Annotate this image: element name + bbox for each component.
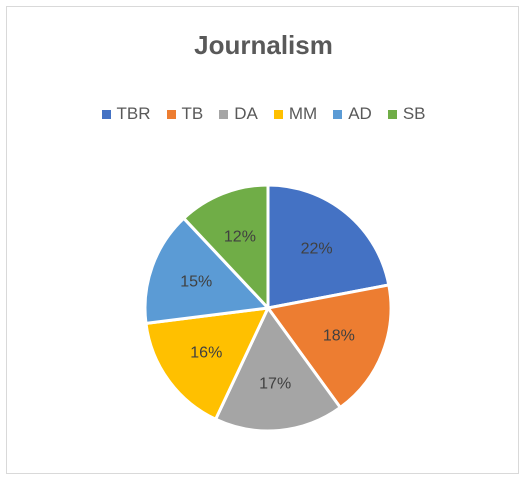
legend-swatch: [273, 109, 283, 119]
legend-item-tb: TB: [166, 104, 204, 124]
slice-label-ad: 15%: [180, 274, 212, 291]
legend-item-da: DA: [219, 104, 258, 124]
legend-item-tbr: TBR: [101, 104, 151, 124]
legend-item-mm: MM: [273, 104, 318, 124]
pie-slice-tb: [265, 283, 393, 410]
legend-swatch: [333, 109, 343, 119]
legend-label: TBR: [116, 104, 151, 123]
slice-label-da: 17%: [259, 375, 291, 392]
slice-label-sb: 12%: [224, 229, 256, 246]
chart-legend: TBR TB DA MM AD SB: [0, 104, 527, 124]
legend-swatch: [219, 109, 229, 119]
legend-label: MM: [288, 104, 318, 123]
legend-label: AD: [348, 104, 372, 123]
legend-swatch: [101, 109, 111, 119]
slice-label-tbr: 22%: [301, 241, 333, 258]
legend-swatch: [387, 109, 397, 119]
pie-slice-sb: [181, 183, 270, 312]
legend-item-ad: AD: [333, 104, 372, 124]
slice-label-tb: 18%: [323, 328, 355, 345]
pie-slice-mm: [144, 306, 271, 422]
legend-swatch: [166, 109, 176, 119]
chart-title: Journalism: [194, 30, 333, 60]
slice-label-mm: 16%: [190, 344, 222, 361]
legend-label: TB: [181, 104, 204, 123]
legend-item-sb: SB: [387, 104, 426, 124]
legend-label: DA: [234, 104, 258, 123]
pie-slice-ad: [143, 216, 272, 326]
legend-label: SB: [402, 104, 426, 123]
pie-slice-tbr: [266, 183, 391, 310]
pie-slice-da: [213, 305, 343, 433]
